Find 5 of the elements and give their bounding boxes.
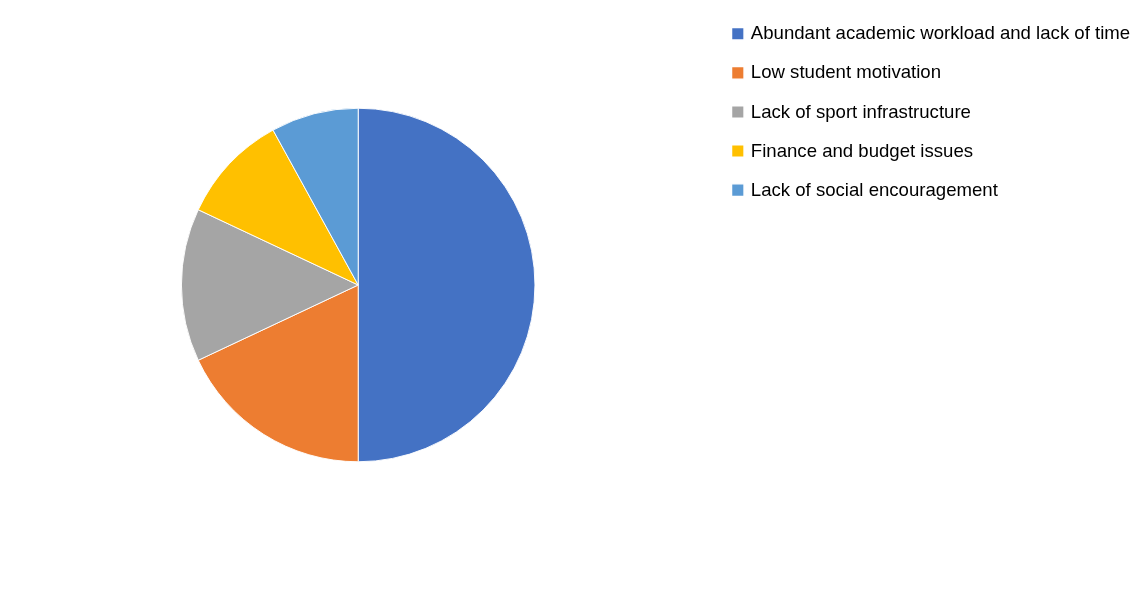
legend-label: Low student motivation [750,61,942,83]
legend-label: Lack of social encouragement [750,178,999,200]
legend-label: Abundant academic workload and lack of time [750,22,1131,44]
legend-label: Finance and budget issues [750,139,974,161]
legend-label: Lack of sport infrastructure [750,100,971,122]
